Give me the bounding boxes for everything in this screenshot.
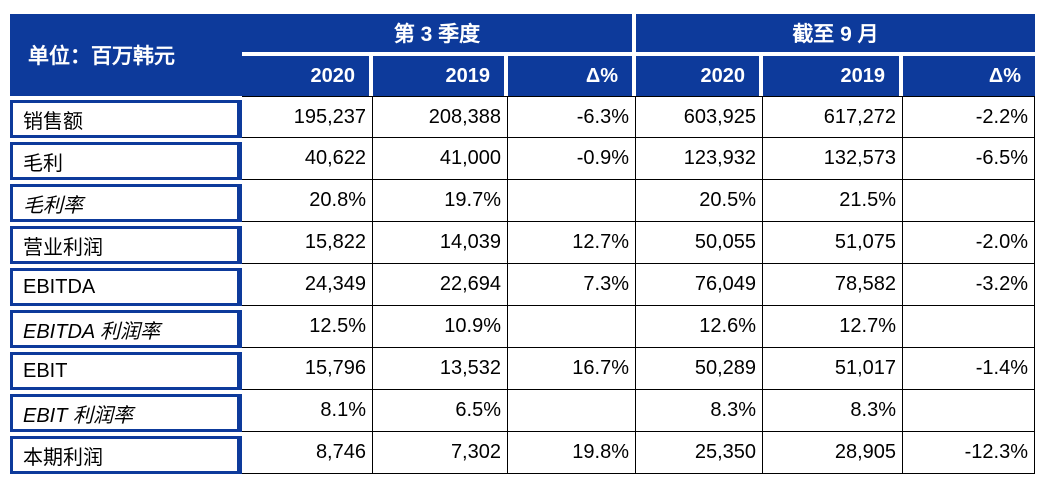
row-label-ebit: EBIT xyxy=(10,352,242,390)
data-cell: 8,746 xyxy=(242,432,373,474)
data-cell: 208,388 xyxy=(373,96,508,138)
column-group-header-row: 第 3 季度 截至 9 月 xyxy=(242,14,1035,56)
data-cell xyxy=(508,180,636,222)
unit-header-cell: 单位：百万韩元 xyxy=(10,14,242,96)
data-cell: 15,796 xyxy=(242,348,373,390)
data-cell: 22,694 xyxy=(373,264,508,306)
data-cell: 76,049 xyxy=(636,264,763,306)
data-cell: 6.5% xyxy=(373,390,508,432)
col-header-ytd-2019: 2019 xyxy=(763,56,903,96)
data-cell: -0.9% xyxy=(508,138,636,180)
col-header-q3-2020: 2020 xyxy=(242,56,373,96)
data-cell xyxy=(903,180,1035,222)
row-label-sales: 销售额 xyxy=(10,100,242,138)
data-cell: 13,532 xyxy=(373,348,508,390)
row-label-ebitda-margin: EBITDA 利润率 xyxy=(10,310,242,348)
data-cell: 8.3% xyxy=(763,390,903,432)
data-cell: 14,039 xyxy=(373,222,508,264)
data-cell: 20.8% xyxy=(242,180,373,222)
row-label-operating-profit: 营业利润 xyxy=(10,226,242,264)
col-header-ytd-delta: Δ% xyxy=(903,56,1035,96)
row-label-gross-profit: 毛利 xyxy=(10,142,242,180)
data-cell: 123,932 xyxy=(636,138,763,180)
col-header-q3-delta: Δ% xyxy=(508,56,636,96)
data-cell: 7,302 xyxy=(373,432,508,474)
data-cell xyxy=(903,390,1035,432)
data-cell: 41,000 xyxy=(373,138,508,180)
data-cell: -2.2% xyxy=(903,96,1035,138)
data-cell: 50,289 xyxy=(636,348,763,390)
col-header-ytd-2020: 2020 xyxy=(636,56,763,96)
data-cell: 15,822 xyxy=(242,222,373,264)
data-cell: 24,349 xyxy=(242,264,373,306)
data-cell: 8.1% xyxy=(242,390,373,432)
data-cell: 78,582 xyxy=(763,264,903,306)
data-cell: 132,573 xyxy=(763,138,903,180)
data-cell xyxy=(508,306,636,348)
data-grid: 195,237 208,388 -6.3% 603,925 617,272 -2… xyxy=(242,96,1035,474)
data-cell: 28,905 xyxy=(763,432,903,474)
data-cell xyxy=(508,390,636,432)
data-cell: -3.2% xyxy=(903,264,1035,306)
row-label-ebit-margin: EBIT 利润率 xyxy=(10,394,242,432)
data-cell: 10.9% xyxy=(373,306,508,348)
data-cell: 12.7% xyxy=(763,306,903,348)
data-cell: -2.0% xyxy=(903,222,1035,264)
data-cell: 195,237 xyxy=(242,96,373,138)
data-cell: 19.8% xyxy=(508,432,636,474)
row-label-column: 单位：百万韩元 销售额 毛利 毛利率 营业利润 EBITDA EBITDA 利润… xyxy=(10,14,242,478)
data-cell: 50,055 xyxy=(636,222,763,264)
data-cell: 40,622 xyxy=(242,138,373,180)
data-cell: -6.5% xyxy=(903,138,1035,180)
row-label-net-profit: 本期利润 xyxy=(10,436,242,474)
data-cell xyxy=(903,306,1035,348)
col-header-q3-2019: 2019 xyxy=(373,56,508,96)
group-header-ytd-september: 截至 9 月 xyxy=(636,14,1035,56)
data-cell: -1.4% xyxy=(903,348,1035,390)
financial-results-table: 单位：百万韩元 销售额 毛利 毛利率 营业利润 EBITDA EBITDA 利润… xyxy=(10,14,1035,478)
data-cell: -12.3% xyxy=(903,432,1035,474)
data-columns: 第 3 季度 截至 9 月 2020 2019 Δ% 2020 2019 Δ% … xyxy=(242,14,1035,474)
data-cell: 21.5% xyxy=(763,180,903,222)
data-cell: 51,075 xyxy=(763,222,903,264)
data-cell: 25,350 xyxy=(636,432,763,474)
data-cell: 51,017 xyxy=(763,348,903,390)
group-header-q3: 第 3 季度 xyxy=(242,14,636,56)
data-cell: 603,925 xyxy=(636,96,763,138)
data-cell: 8.3% xyxy=(636,390,763,432)
data-cell: -6.3% xyxy=(508,96,636,138)
data-cell: 19.7% xyxy=(373,180,508,222)
data-cell: 12.7% xyxy=(508,222,636,264)
data-cell: 7.3% xyxy=(508,264,636,306)
data-cell: 12.6% xyxy=(636,306,763,348)
data-cell: 12.5% xyxy=(242,306,373,348)
data-cell: 20.5% xyxy=(636,180,763,222)
column-sub-header-row: 2020 2019 Δ% 2020 2019 Δ% xyxy=(242,56,1035,96)
data-cell: 16.7% xyxy=(508,348,636,390)
row-label-gross-margin: 毛利率 xyxy=(10,184,242,222)
row-label-ebitda: EBITDA xyxy=(10,268,242,306)
data-cell: 617,272 xyxy=(763,96,903,138)
